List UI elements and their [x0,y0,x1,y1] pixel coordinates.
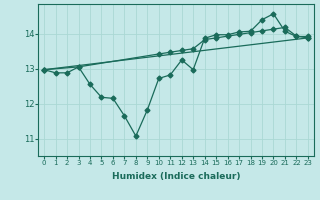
X-axis label: Humidex (Indice chaleur): Humidex (Indice chaleur) [112,172,240,181]
